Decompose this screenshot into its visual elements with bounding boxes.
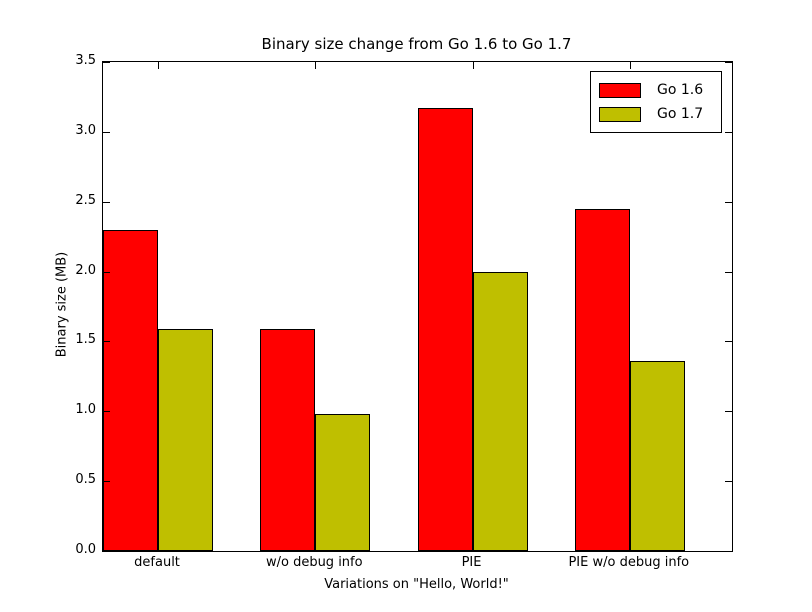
legend-entry-go-1-6: Go 1.6 [599, 78, 714, 102]
x-tick-label-default: default [134, 555, 180, 570]
x-tick [315, 544, 316, 551]
y-tick-label: 1.5 [75, 332, 96, 348]
y-tick [103, 551, 110, 552]
bar-go-1-6-pie-w-o-debug-info [574, 208, 630, 551]
x-tick [473, 62, 474, 69]
bar-go-1-7-pie [472, 271, 528, 551]
legend-label: Go 1.6 [657, 82, 704, 98]
x-tick [315, 62, 316, 69]
y-tick-label: 0.5 [75, 472, 96, 488]
y-tick [103, 202, 110, 203]
y-axis-label: Binary size (MB) [54, 251, 70, 358]
legend: Go 1.6 Go 1.7 [590, 71, 722, 133]
y-tick [103, 62, 110, 63]
x-axis-label: Variations on "Hello, World!" [324, 577, 509, 592]
bar-go-1-6-default [103, 229, 159, 551]
x-tick-label-pie: PIE [461, 555, 482, 570]
x-tick [630, 62, 631, 69]
y-tick [725, 132, 732, 133]
y-tick [725, 411, 732, 412]
bar-go-1-6-w-o-debug-info [260, 328, 316, 551]
plot-area: Go 1.6 Go 1.7 [102, 61, 733, 552]
y-tick-label: 2.5 [75, 192, 96, 208]
legend-entry-go-1-7: Go 1.7 [599, 102, 714, 126]
y-tick [725, 341, 732, 342]
bar-go-1-7-default [158, 328, 214, 551]
y-tick-label: 0.0 [75, 542, 96, 557]
y-tick [725, 481, 732, 482]
y-tick-label: 3.5 [75, 53, 96, 68]
x-tick [158, 544, 159, 551]
y-tick [103, 481, 110, 482]
y-tick [103, 341, 110, 342]
bar-go-1-7-w-o-debug-info [315, 414, 371, 551]
bar-go-1-6-pie [417, 108, 473, 551]
y-tick [725, 202, 732, 203]
y-tick-label: 2.0 [75, 262, 96, 278]
y-tick-label: 3.0 [75, 122, 96, 138]
y-tick [725, 272, 732, 273]
x-tick-label-w-o-debug-info: w/o debug info [265, 555, 363, 570]
chart-title: Binary size change from Go 1.6 to Go 1.7 [261, 35, 572, 53]
x-tick-label-pie-w-o-debug-info: PIE w/o debug info [568, 555, 690, 570]
legend-swatch-icon [599, 82, 641, 98]
y-tick [725, 551, 732, 552]
y-tick [103, 411, 110, 412]
legend-label: Go 1.7 [657, 106, 704, 122]
x-tick [473, 544, 474, 551]
x-tick [630, 544, 631, 551]
y-tick-label: 1.0 [75, 402, 96, 418]
legend-swatch-icon [599, 106, 641, 122]
y-tick [103, 132, 110, 133]
x-tick [158, 62, 159, 69]
y-tick [103, 272, 110, 273]
bar-go-1-7-pie-w-o-debug-info [629, 361, 685, 551]
y-tick [725, 62, 732, 63]
